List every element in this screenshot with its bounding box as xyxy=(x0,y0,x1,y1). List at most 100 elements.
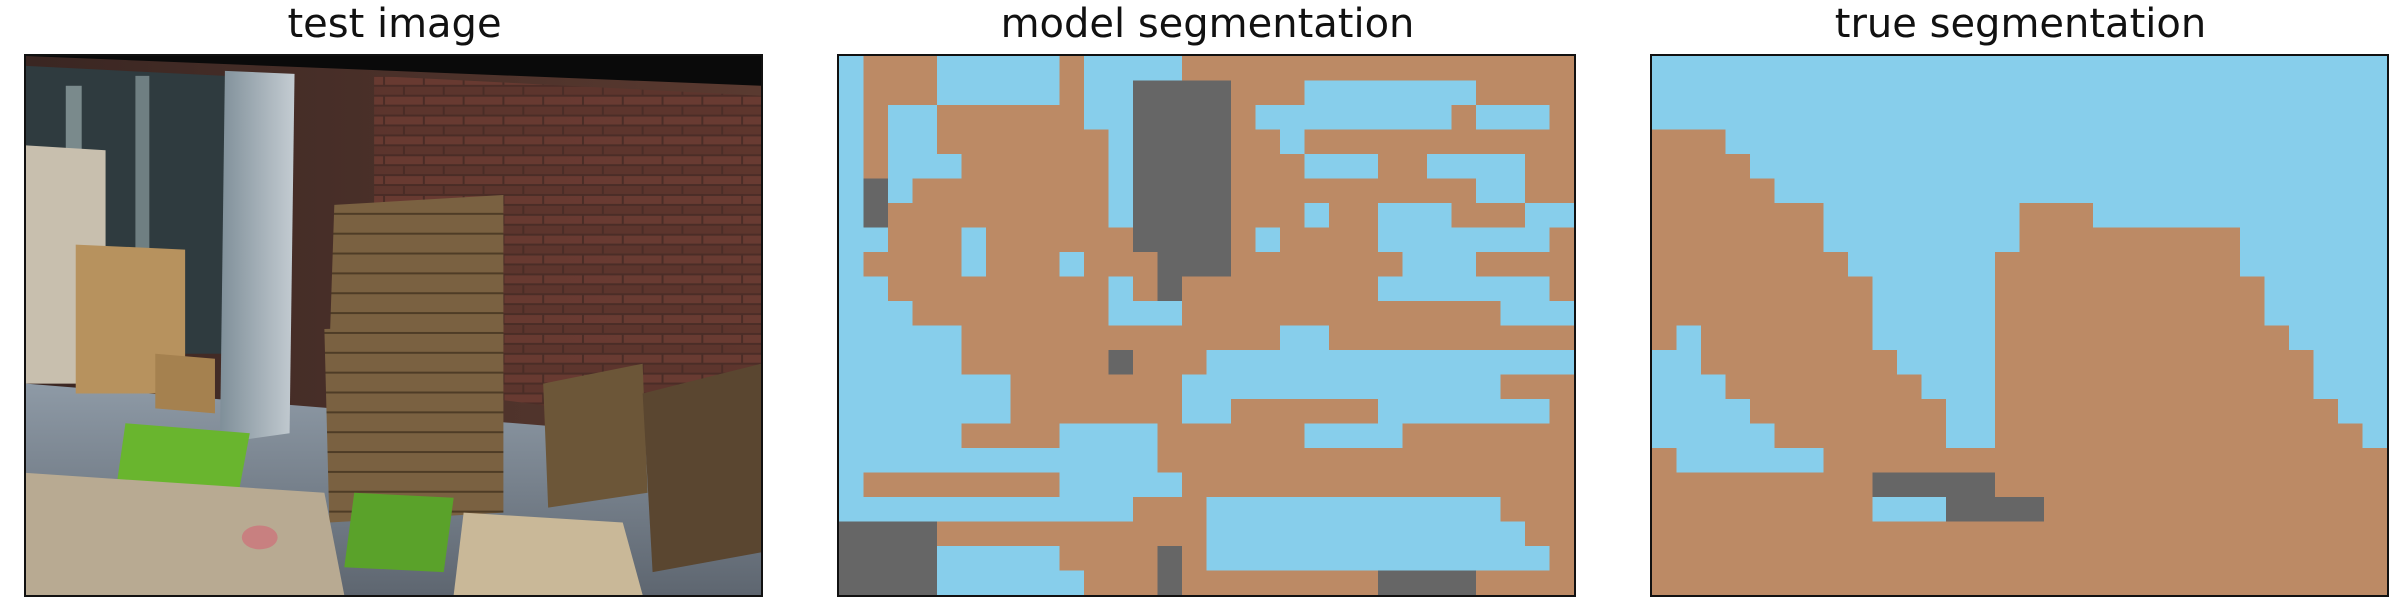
model-segmentation-cell xyxy=(986,178,1011,204)
model-segmentation-cell xyxy=(1010,203,1036,228)
model-segmentation-cell xyxy=(1182,350,1207,375)
model-segmentation-cell xyxy=(1280,301,1305,326)
true-segmentation-cell xyxy=(2264,178,2290,204)
true-segmentation-cell xyxy=(1725,423,1751,449)
model-segmentation-cell xyxy=(1353,423,1379,449)
true-segmentation-cell xyxy=(1848,521,1873,547)
true-segmentation-cell xyxy=(2338,423,2363,449)
model-segmentation-cell xyxy=(1353,325,1379,351)
true-segmentation-cell xyxy=(2289,178,2314,204)
model-segmentation-cell xyxy=(1525,105,1550,130)
true-segmentation-cell xyxy=(2215,252,2241,277)
true-segmentation-cell xyxy=(1799,276,1824,302)
model-segmentation-cell xyxy=(1304,546,1330,571)
true-segmentation-cell xyxy=(2044,80,2069,106)
true-segmentation-cell xyxy=(2117,325,2143,351)
true-segmentation-cell xyxy=(1799,521,1824,547)
true-segmentation-cell xyxy=(2240,570,2265,595)
true-segmentation-cell xyxy=(2313,129,2339,155)
true-segmentation-cell xyxy=(1799,252,1824,277)
true-segmentation-cell xyxy=(1946,301,1971,326)
model-segmentation-cell xyxy=(1476,374,1501,400)
true-segmentation-cell xyxy=(1995,350,2020,375)
model-segmentation-cell xyxy=(912,497,938,522)
model-segmentation-cell xyxy=(888,105,913,130)
true-segmentation-cell xyxy=(2240,276,2265,302)
model-segmentation-cell xyxy=(1402,252,1428,277)
true-segmentation-cell xyxy=(2289,497,2314,522)
model-segmentation-cell xyxy=(863,448,889,473)
model-segmentation-cell xyxy=(1525,374,1550,400)
true-segmentation-cell xyxy=(2191,325,2216,351)
true-segmentation-cell xyxy=(1946,178,1971,204)
true-segmentation-cell xyxy=(2240,448,2265,473)
model-segmentation-cell xyxy=(1133,276,1158,302)
true-segmentation-cell xyxy=(2313,252,2339,277)
true-segmentation-cell xyxy=(2044,570,2069,595)
model-segmentation-cell xyxy=(1427,497,1452,522)
model-segmentation-cell xyxy=(937,56,962,81)
model-segmentation-cell xyxy=(1451,374,1477,400)
true-segmentation-cell xyxy=(1701,472,1726,498)
true-segmentation-cell xyxy=(1652,497,1677,522)
model-segmentation-cell xyxy=(1500,374,1526,400)
model-segmentation-cell xyxy=(1304,129,1330,155)
model-segmentation-cell xyxy=(1182,521,1207,547)
model-segmentation-cell xyxy=(1476,546,1501,571)
true-segmentation-cell xyxy=(1701,154,1726,179)
true-segmentation-cell xyxy=(1774,472,1800,498)
model-segmentation-cell xyxy=(888,374,913,400)
model-segmentation-cell xyxy=(1010,546,1036,571)
model-segmentation-cell xyxy=(1084,252,1109,277)
model-segmentation-cell xyxy=(839,521,864,547)
model-segmentation-cell xyxy=(1353,252,1379,277)
model-segmentation-cell xyxy=(1035,350,1060,375)
model-segmentation-cell xyxy=(1329,178,1354,204)
model-segmentation-cell xyxy=(863,325,889,351)
true-segmentation-cell xyxy=(2264,546,2290,571)
true-segmentation-cell xyxy=(1701,80,1726,106)
model-segmentation-cell xyxy=(1108,472,1134,498)
model-segmentation-cell xyxy=(1133,154,1158,179)
true-segmentation-cell xyxy=(1872,227,1898,253)
model-segmentation-cell xyxy=(1329,227,1354,253)
model-segmentation-cell xyxy=(1108,80,1134,106)
model-segmentation-cell xyxy=(1476,423,1501,449)
true-segmentation-cell xyxy=(1897,129,1922,155)
model-segmentation-cell xyxy=(1206,80,1232,106)
model-segmentation-cell xyxy=(912,546,938,571)
model-segmentation-cell xyxy=(1255,105,1281,130)
true-segmentation-cell xyxy=(2264,350,2290,375)
model-segmentation-cell xyxy=(1133,227,1158,253)
true-segmentation-cell xyxy=(1946,80,1971,106)
model-segmentation-cell xyxy=(1525,252,1550,277)
model-segmentation-cell xyxy=(986,56,1011,81)
true-segmentation-cell xyxy=(2068,276,2094,302)
model-segmentation-cell xyxy=(1206,325,1232,351)
true-segmentation-cell xyxy=(1921,521,1947,547)
true-segmentation-cell xyxy=(1652,399,1677,424)
model-segmentation-cell xyxy=(1280,252,1305,277)
model-segmentation-cell xyxy=(1353,203,1379,228)
true-segmentation-cell xyxy=(1995,374,2020,400)
true-segmentation-cell xyxy=(2068,105,2094,130)
true-segmentation-cell xyxy=(1676,105,1702,130)
model-segmentation-cell xyxy=(1402,374,1428,400)
true-segmentation-cell xyxy=(1823,570,1849,595)
true-segmentation-cell xyxy=(1701,570,1726,595)
model-segmentation-cell xyxy=(1206,252,1232,277)
model-segmentation-cell xyxy=(1231,80,1256,106)
model-segmentation-cell xyxy=(1476,301,1501,326)
model-segmentation-cell xyxy=(1108,570,1134,595)
model-segmentation-cell xyxy=(1280,276,1305,302)
true-segmentation-cell xyxy=(2289,129,2314,155)
true-segmentation-cell xyxy=(2044,203,2069,228)
true-segmentation-cell xyxy=(2191,472,2216,498)
model-segmentation-cell xyxy=(1035,252,1060,277)
true-segmentation-cell xyxy=(1848,448,1873,473)
true-segmentation-cell xyxy=(2117,129,2143,155)
model-segmentation-cell xyxy=(1427,203,1452,228)
model-segmentation-cell xyxy=(1035,276,1060,302)
true-segmentation-cell xyxy=(2093,570,2118,595)
model-segmentation-cell xyxy=(961,105,987,130)
